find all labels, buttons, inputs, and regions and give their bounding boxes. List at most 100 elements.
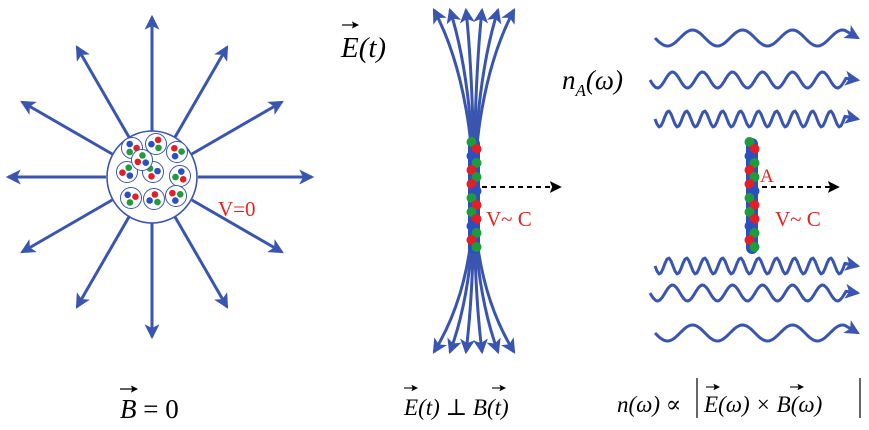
contracted-nucleus-photon-source [744,137,760,254]
nucleon-dot [749,172,760,182]
nucleon-dot [471,228,482,238]
quark [171,152,179,160]
flux-b-argument: (ω) [791,392,823,417]
field-arrow [20,100,113,156]
velocity-label-right: V~ C [775,207,821,231]
field-arrow [20,198,113,254]
quark [154,198,161,206]
e-argument: (t) [359,32,386,64]
quark [154,136,162,144]
quark [134,158,142,166]
quark [125,164,133,172]
nucleus-label-a: A [760,166,774,187]
svg-text:n(ω) ∝: n(ω) ∝ [617,392,681,417]
quark [126,148,133,156]
nucleon-dot [749,186,760,196]
nucleon-dot [744,179,755,189]
nucleon-dot [749,242,760,252]
quark [155,144,162,152]
nucleon-dot [749,214,760,224]
field-arrow [75,45,131,138]
svg-text:E(t) ⊥ B(t): E(t) ⊥ B(t) [403,395,509,420]
field-arrow [191,198,284,254]
field-arrow [173,45,229,138]
b-symbol-bottom: B [473,395,487,420]
formula-b-zero: B = 0 [120,385,179,424]
nucleon-dot [749,200,760,210]
quark [178,168,185,175]
photon-wave [653,256,861,276]
svg-text:E(ω) × B(ω): E(ω) × B(ω) [703,392,822,417]
e-symbol-bottom: E [403,395,418,420]
quark [148,173,155,180]
velocity-label-rest: V=0 [218,197,256,221]
quark [124,191,131,199]
nucleon-dot [471,144,482,154]
field-arrow [173,216,229,309]
nucleon-dot [466,151,477,161]
b-symbol: B [120,394,137,424]
subscript-a: A [575,81,587,100]
field-arrow [75,216,131,309]
b-equals-zero: = 0 [137,394,179,424]
flux-e-argument: (ω) × [718,392,777,417]
nucleon-dot [466,235,477,245]
flux-e-symbol: E [703,392,718,417]
photon-wave [648,70,861,90]
nucleon-dot [466,207,477,217]
nucleon-dot [466,137,477,147]
quark [126,172,134,179]
quark [179,176,187,183]
nucleon-dot [749,158,760,168]
nucleon-dot [466,221,477,231]
photon-number-label: nA(ω) [562,65,623,100]
quark [176,191,184,198]
nucleon-dot [744,207,755,217]
nucleon-dot [471,186,482,196]
photon-wave [653,25,860,48]
velocity-label-middle: V~ C [486,207,532,231]
quark [172,173,179,181]
photon-wave [653,109,861,129]
quark [171,144,178,152]
nucleon-dot [744,193,755,203]
nucleon-dot [466,165,477,175]
flux-b-symbol: B [777,392,791,417]
nucleon-dot [744,221,755,231]
formula-e-perp-b: E(t) ⊥ B(t) [403,384,509,420]
field-label-e-t: E(t) [340,21,386,64]
contracted-nucleus [466,137,482,254]
field-arrow [191,100,284,156]
flux-lhs: n(ω) ∝ [617,392,681,417]
nucleon-dot [749,228,760,238]
e-symbol: E [340,32,359,64]
nucleon-dot [744,165,755,175]
nucleus-at-rest [106,130,198,224]
svg-text:B = 0: B = 0 [120,394,179,424]
nucleon-dot [471,200,482,210]
radial-field-lines [5,14,315,340]
quark [119,169,126,176]
photon-wave [653,320,860,343]
nucleon-dot [471,214,482,224]
quark [139,152,146,159]
quark [126,199,134,206]
nucleon-dot [471,242,482,252]
quark [148,140,155,148]
b-argument-bottom: (t) [487,395,509,420]
quark [132,193,139,201]
e-argument-bottom: (t) [418,395,440,420]
quark [146,197,153,204]
quark [133,144,140,152]
quark [151,191,159,198]
nucleon-dot [744,235,755,245]
perpendicular-symbol: ⊥ [440,395,473,420]
formula-photon-flux: n(ω) ∝ E(ω) × B(ω) [617,378,861,418]
nucleon-dot [466,179,477,189]
quark [154,167,161,175]
nucleon-dot [744,151,755,161]
quark [178,148,185,155]
quark [172,197,179,204]
omega-argument: (ω) [586,65,623,95]
